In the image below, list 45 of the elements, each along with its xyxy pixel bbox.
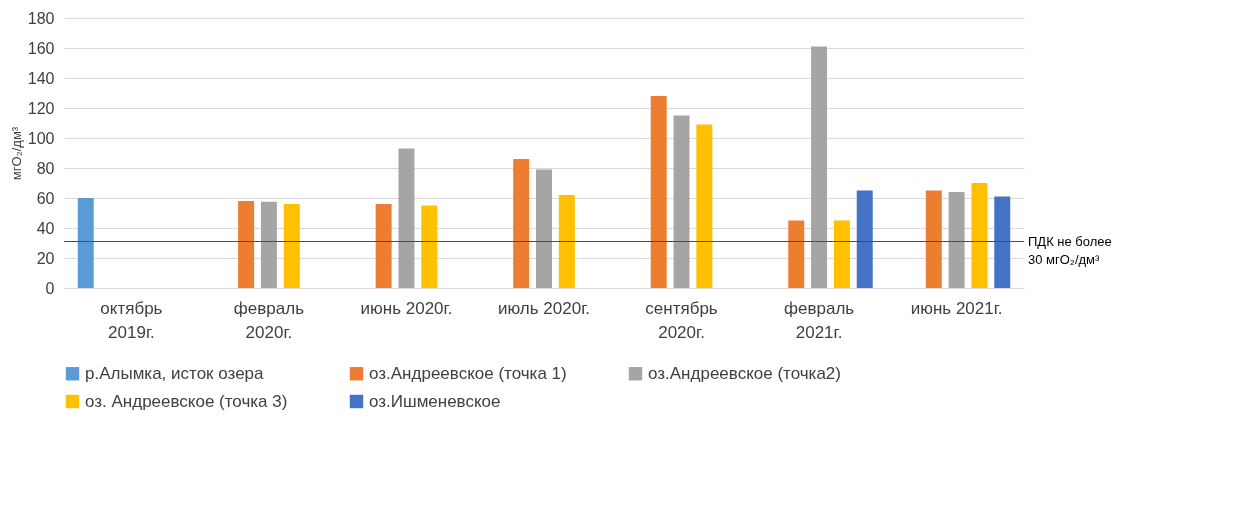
bar bbox=[260, 201, 277, 288]
bar bbox=[948, 192, 965, 288]
bar bbox=[673, 115, 690, 288]
y-tick-label: 40 bbox=[36, 219, 55, 237]
bar bbox=[833, 220, 850, 288]
bar bbox=[398, 148, 415, 288]
x-tick-label: июнь 2020г. bbox=[360, 298, 453, 318]
bar bbox=[994, 196, 1011, 288]
bar bbox=[971, 183, 988, 288]
bar bbox=[811, 46, 828, 288]
y-tick-label: 160 bbox=[27, 39, 55, 57]
legend-label: оз. Андреевское (точка 3) bbox=[85, 391, 288, 411]
y-axis-title: мгО₂/дм³ bbox=[8, 126, 24, 181]
bar bbox=[536, 169, 552, 288]
bar bbox=[558, 195, 575, 288]
bar bbox=[788, 220, 805, 288]
y-tick-label: 60 bbox=[36, 189, 55, 207]
y-tick-label: 0 bbox=[45, 279, 55, 297]
x-tick-label: июль 2020г. bbox=[497, 298, 591, 318]
y-tick-label: 120 bbox=[27, 99, 55, 117]
bar bbox=[283, 204, 300, 288]
y-tick-label: 180 bbox=[27, 9, 55, 27]
y-tick-label: 20 bbox=[36, 249, 55, 267]
y-tick-label: 100 bbox=[27, 129, 55, 147]
legend-label: оз.Андреевское (точка 1) bbox=[369, 363, 567, 383]
bar bbox=[77, 198, 94, 288]
x-tick-label: февраль 2021г. bbox=[783, 298, 855, 342]
bar bbox=[375, 204, 392, 288]
legend-label: оз.Андреевское (точка2) bbox=[648, 363, 841, 383]
bar bbox=[513, 159, 530, 288]
y-tick-label: 140 bbox=[27, 69, 55, 87]
bar bbox=[856, 190, 873, 288]
ref-line-label: ПДК не более 30 мгО₂/дм³ bbox=[1028, 233, 1112, 267]
bar bbox=[696, 124, 713, 288]
bar bbox=[925, 190, 942, 288]
x-tick-label: июнь 2021г. bbox=[910, 298, 1003, 318]
legend-label: оз.Ишменевское bbox=[369, 391, 501, 411]
x-tick-label: октябрь 2019г. bbox=[100, 298, 163, 342]
bar bbox=[238, 201, 255, 288]
bar bbox=[650, 96, 667, 288]
x-tick-label: сентябрь 2020г. bbox=[645, 298, 718, 342]
legend-label: р.Алымка, исток озера bbox=[85, 363, 265, 383]
y-tick-label: 80 bbox=[36, 159, 55, 177]
x-tick-label: февраль 2020г. bbox=[233, 298, 305, 342]
bar bbox=[421, 205, 438, 288]
